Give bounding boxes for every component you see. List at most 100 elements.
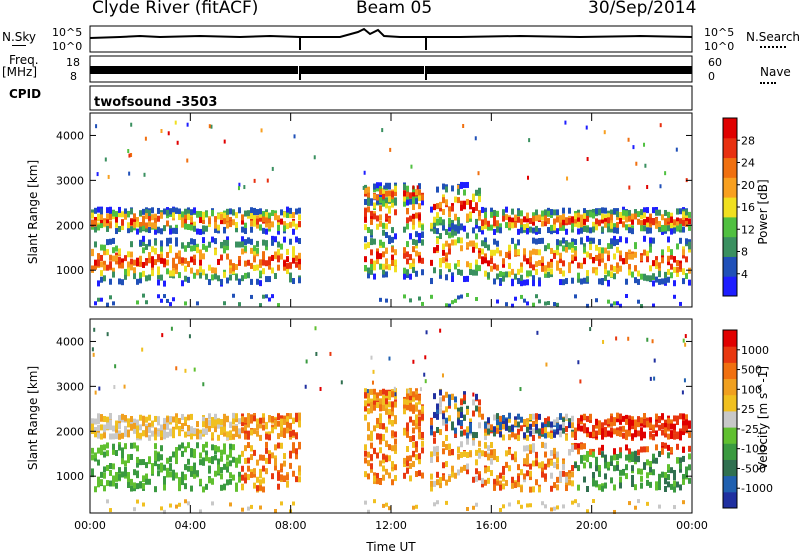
range-cell — [382, 251, 385, 258]
range-cell — [580, 224, 583, 231]
range-cell — [463, 182, 466, 189]
range-cell — [634, 251, 637, 258]
range-cell — [253, 415, 256, 422]
range-cell — [175, 263, 178, 270]
range-cell — [214, 273, 217, 280]
range-cell — [139, 424, 142, 431]
range-cell — [112, 443, 115, 450]
freq-label: Freq. — [9, 53, 39, 67]
range-cell — [577, 212, 580, 219]
range-cell — [469, 240, 472, 247]
range-cell — [202, 213, 205, 220]
range-cell — [176, 140, 179, 145]
range-cell — [268, 263, 271, 270]
range-cell — [655, 217, 658, 224]
range-cell — [448, 206, 451, 213]
range-cell — [520, 210, 523, 217]
range-cell — [136, 424, 139, 431]
range-cell — [667, 417, 670, 424]
range-cell — [367, 509, 370, 514]
range-cell — [394, 185, 397, 192]
range-cell — [574, 427, 577, 434]
range-cell — [241, 420, 244, 427]
range-cell — [286, 223, 289, 230]
range-cell — [256, 222, 259, 229]
y-tick-label: 1000 — [56, 264, 84, 277]
range-cell — [613, 265, 616, 272]
nsearch-top-label: 10^5 — [704, 26, 734, 39]
range-cell — [433, 480, 436, 487]
range-cell — [487, 428, 490, 435]
range-cell — [238, 418, 241, 425]
range-cell — [448, 399, 451, 406]
range-cell — [118, 433, 121, 440]
range-cell — [592, 237, 595, 244]
range-cell — [598, 420, 601, 427]
range-cell — [454, 214, 457, 221]
range-cell — [259, 434, 262, 441]
range-cell — [259, 224, 262, 231]
range-cell — [181, 257, 184, 264]
range-cell — [613, 509, 616, 514]
range-cell — [133, 422, 136, 429]
range-cell — [376, 251, 379, 258]
range-cell — [529, 430, 532, 437]
range-cell — [226, 253, 229, 260]
range-cell — [475, 432, 478, 439]
range-cell — [475, 259, 478, 266]
range-cell — [439, 477, 442, 484]
range-cell — [305, 359, 308, 364]
range-cell — [214, 445, 217, 452]
range-cell — [364, 457, 367, 464]
range-cell — [571, 465, 574, 472]
range-cell — [562, 219, 565, 226]
range-cell — [193, 221, 196, 228]
range-cell — [238, 302, 241, 307]
range-cell — [376, 223, 379, 230]
range-cell — [109, 419, 112, 426]
range-cell — [202, 382, 205, 387]
range-cell — [646, 459, 649, 466]
range-cell — [364, 216, 367, 223]
range-cell — [436, 500, 439, 505]
range-cell — [418, 426, 421, 433]
range-cell — [286, 427, 289, 434]
range-cell — [259, 484, 262, 491]
range-cell — [457, 453, 460, 460]
range-cell — [559, 476, 562, 483]
site-title: Clyde River (fitACF) — [92, 0, 259, 18]
range-cell — [364, 392, 367, 399]
range-cell — [160, 228, 163, 235]
range-cell — [535, 460, 538, 467]
range-cell — [481, 224, 484, 231]
range-cell — [538, 280, 541, 287]
range-cell — [238, 241, 241, 248]
range-cell — [406, 241, 409, 248]
range-cell — [523, 251, 526, 258]
range-cell — [496, 210, 499, 217]
range-cell — [379, 197, 382, 204]
range-cell — [136, 419, 139, 426]
range-cell — [628, 448, 631, 455]
range-cell — [391, 254, 394, 261]
range-cell — [526, 228, 529, 235]
range-cell — [208, 477, 211, 484]
range-cell — [628, 269, 631, 276]
range-cell — [142, 261, 145, 268]
range-cell — [580, 227, 583, 234]
range-cell — [598, 239, 601, 246]
range-cell — [286, 474, 289, 481]
range-cell — [184, 483, 187, 490]
range-cell — [433, 204, 436, 211]
range-cell — [277, 433, 280, 440]
range-cell — [454, 472, 457, 479]
range-cell — [367, 271, 370, 278]
range-cell — [478, 474, 481, 481]
range-cell — [526, 503, 529, 508]
range-cell — [232, 293, 235, 298]
nsky-trace — [89, 27, 693, 39]
range-cell — [373, 193, 376, 200]
range-cell — [244, 477, 247, 484]
range-cell — [268, 212, 271, 219]
colorbar-segment — [723, 236, 737, 257]
